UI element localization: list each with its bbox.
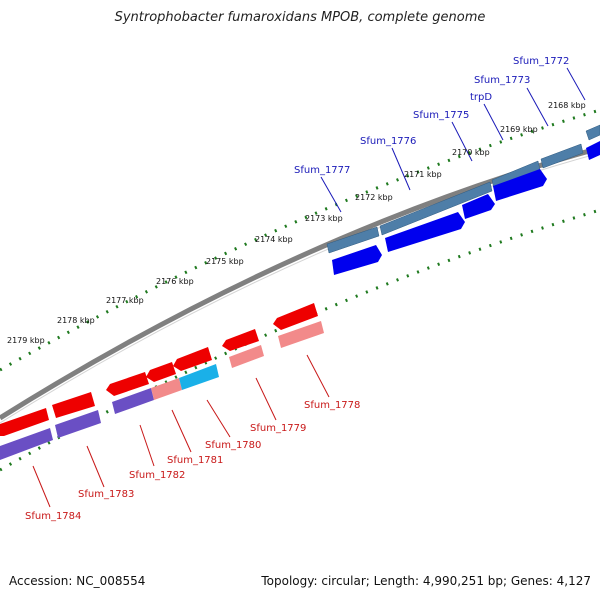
gene-sfum-1783-lower[interactable] xyxy=(55,410,101,438)
leader-sfum-1779 xyxy=(255,377,277,421)
kbp-tick-label: 2179 kbp xyxy=(7,336,45,345)
gene-sfum-1784-lower[interactable] xyxy=(0,428,53,460)
topology-summary: Topology: circular; Length: 4,990,251 bp… xyxy=(261,574,591,588)
gene-sfum-1784-arrow[interactable] xyxy=(0,408,49,436)
gene-sfum-1783-arrow[interactable] xyxy=(52,392,95,418)
gene-sfum-1777-arrow[interactable] xyxy=(332,245,382,275)
gene-sfum-1775-arrow[interactable] xyxy=(462,194,495,219)
genome-title: Syntrophobacter fumaroxidans MPOB, compl… xyxy=(114,10,486,25)
gene-label-sfum-1779[interactable]: Sfum_1779 xyxy=(250,423,306,434)
kbp-tick-label: 2174 kbp xyxy=(255,235,293,244)
kbp-tick-label: 2170 kbp xyxy=(452,148,490,157)
gene-sfum-1773-light[interactable] xyxy=(585,124,600,141)
gene-sfum-1780-lower[interactable] xyxy=(179,364,219,390)
gene-sfum-1780-arrow[interactable] xyxy=(173,347,212,371)
leader-sfum-1782 xyxy=(139,424,155,467)
leader-sfum-1776 xyxy=(391,147,411,191)
gene-sfum-1772-arrow[interactable] xyxy=(586,141,600,160)
gene-label-sfum-1784[interactable]: Sfum_1784 xyxy=(25,511,81,522)
kbp-tick-label: 2176 kbp xyxy=(156,277,194,286)
leader-sfum-1777 xyxy=(320,176,342,213)
kbp-tick-label: 2173 kbp xyxy=(305,214,343,223)
kbp-tick-label: 2177 kbp xyxy=(106,296,144,305)
gene-label-sfum-1776[interactable]: Sfum_1776 xyxy=(360,136,416,147)
leader-sfum-1778 xyxy=(306,354,330,398)
leader-sfum-1775 xyxy=(451,121,473,162)
gene-trpd-light[interactable] xyxy=(540,143,584,169)
kbp-tick-label: 2168 kbp xyxy=(548,101,586,110)
gene-sfum-1776-light[interactable] xyxy=(379,181,493,236)
leader-sfum-1772 xyxy=(566,67,586,101)
gene-sfum-1776-arrow[interactable] xyxy=(385,212,465,252)
gene-label-sfum-1773[interactable]: Sfum_1773 xyxy=(474,75,530,86)
leader-sfum-1781 xyxy=(171,409,192,453)
gene-sfum-1781-arrow[interactable] xyxy=(146,362,176,382)
gene-sfum-1778-arrow[interactable] xyxy=(273,303,318,330)
gene-label-sfum-1778[interactable]: Sfum_1778 xyxy=(304,400,360,411)
accession-label: Accession: NC_008554 xyxy=(9,574,146,588)
kbp-tick-label: 2178 kbp xyxy=(57,316,95,325)
gene-trpd-arrow[interactable] xyxy=(493,169,547,201)
kbp-tick-label: 2171 kbp xyxy=(404,170,442,179)
kbp-tick-label: 2169 kbp xyxy=(500,125,538,134)
gene-label-sfum-1782[interactable]: Sfum_1782 xyxy=(129,470,185,481)
gene-sfum-1782-lower[interactable] xyxy=(112,388,154,414)
gene-sfum-1778-lower[interactable] xyxy=(278,321,324,348)
gene-sfum-1782-arrow[interactable] xyxy=(106,372,149,396)
leader-sfum-1784 xyxy=(32,465,51,508)
gene-label-sfum-1772[interactable]: Sfum_1772 xyxy=(513,56,569,67)
kbp-tick-label: 2172 kbp xyxy=(355,193,393,202)
gene-label-sfum-1781[interactable]: Sfum_1781 xyxy=(167,455,223,466)
gene-sfum-1779-arrow[interactable] xyxy=(222,329,259,351)
gene-sfum-1781-lower[interactable] xyxy=(151,378,182,400)
gene-label-sfum-1780[interactable]: Sfum_1780 xyxy=(205,440,261,451)
gene-label-sfum-1783[interactable]: Sfum_1783 xyxy=(78,489,134,500)
kbp-tick-label: 2175 kbp xyxy=(206,257,244,266)
gene-sfum-1777-light[interactable] xyxy=(326,226,380,254)
gene-label-trpd[interactable]: trpD xyxy=(470,92,492,103)
leader-sfum-1773 xyxy=(526,87,549,127)
gene-label-sfum-1777[interactable]: Sfum_1777 xyxy=(294,165,350,176)
gene-label-sfum-1775[interactable]: Sfum_1775 xyxy=(413,110,469,121)
gene-sfum-1779-lower[interactable] xyxy=(229,345,264,368)
leader-sfum-1780 xyxy=(206,399,231,438)
leader-trpd xyxy=(483,103,504,141)
leader-sfum-1783 xyxy=(86,445,105,488)
